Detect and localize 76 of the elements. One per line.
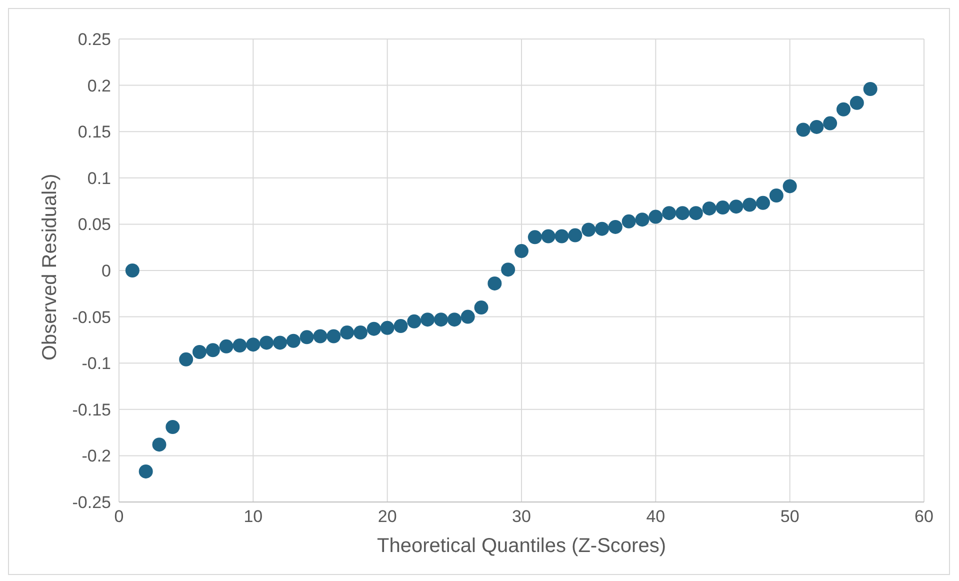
point [622,214,636,228]
point [474,300,488,315]
point [756,196,770,210]
y-tick-label: 0 [102,262,111,281]
point [688,206,703,220]
point [796,122,810,137]
point [836,102,850,116]
point [501,262,516,277]
point [729,200,744,214]
y-tick-label: -0.15 [72,400,111,420]
point [340,326,354,340]
point [514,244,528,258]
point [648,210,663,224]
y-tick-label: 0.1 [87,168,111,188]
x-tick-label: 50 [780,507,800,526]
point [582,222,596,237]
x-tick-label: 20 [378,507,397,526]
point [608,220,622,234]
point [232,338,247,353]
point [420,312,435,327]
point [823,116,838,130]
point [300,330,314,344]
x-tick-label: 0 [114,507,124,526]
y-tick-label: 0.05 [78,215,111,234]
point [716,200,730,215]
point [595,222,609,236]
point [434,312,448,327]
point [260,336,274,350]
point [488,276,502,290]
point [179,352,194,366]
y-tick-label: -0.1 [82,354,111,374]
point [166,420,180,434]
point [635,212,650,227]
point [407,314,422,328]
point [366,322,381,336]
y-tick-label: -0.25 [72,493,111,512]
y-axis-title: Observed Residuals) [39,174,62,360]
point [810,120,824,134]
point [554,229,569,244]
point [246,338,260,352]
point [273,336,287,350]
point [528,230,542,244]
x-tick-label: 40 [646,507,666,526]
point [742,198,757,212]
point [568,228,582,242]
point [152,438,166,452]
point [394,319,408,334]
point [702,201,716,216]
point [313,329,328,344]
y-tick-label: 0.25 [78,30,111,50]
point [850,96,864,110]
point [541,229,556,244]
point [460,310,475,324]
point [138,464,153,478]
x-tick-label: 10 [244,507,263,526]
x-tick-label: 60 [914,507,934,526]
point [769,188,784,202]
point [447,312,462,327]
point [354,326,368,340]
point [662,206,676,220]
y-tick-label: 0.2 [87,76,111,96]
x-axis-title: Theoretical Quantiles (Z-Scores) [377,535,666,557]
point [782,179,797,194]
x-tick-label: 30 [512,507,531,526]
point [192,344,206,359]
y-tick-label: 0.15 [78,122,111,142]
point [125,264,140,278]
point [206,343,220,358]
y-tick-label: -0.2 [82,446,111,466]
point [286,334,300,348]
point [676,206,690,220]
point [863,82,878,96]
point [219,339,234,354]
point [326,329,341,344]
point [380,320,394,335]
y-tick-label: -0.05 [72,308,111,327]
